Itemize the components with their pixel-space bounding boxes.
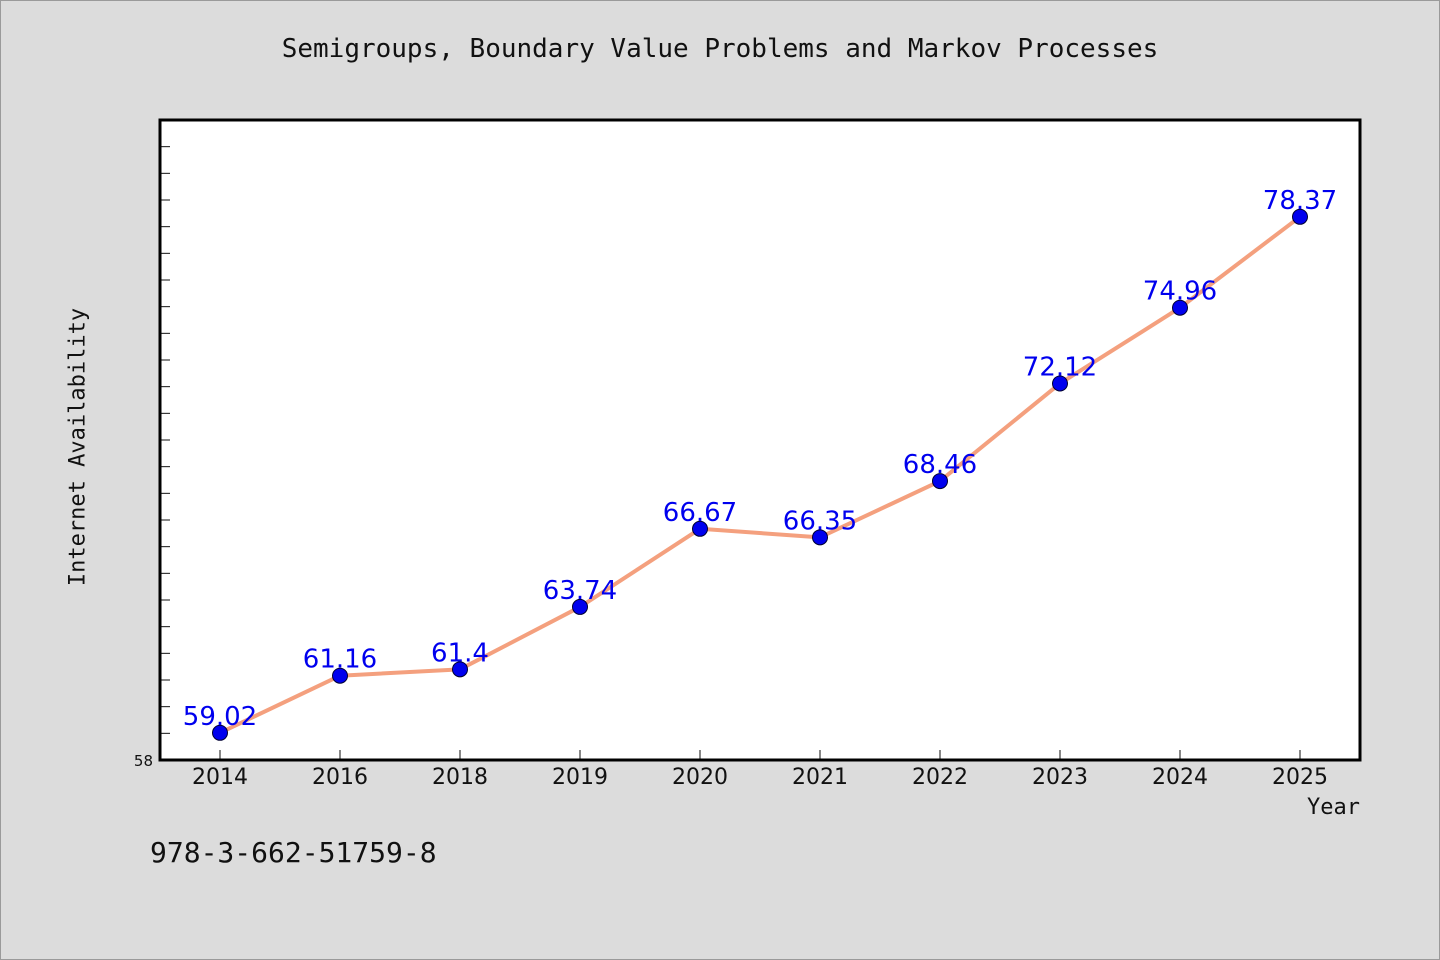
data-label: 61.4 xyxy=(431,638,489,668)
series-line xyxy=(218,214,1302,735)
data-point xyxy=(1052,375,1068,392)
data-point xyxy=(212,724,228,741)
chart-title: Semigroups, Boundary Value Problems and … xyxy=(281,34,1159,64)
data-label: 72.12 xyxy=(1023,352,1097,382)
data-point xyxy=(1292,208,1308,225)
data-point xyxy=(692,520,708,537)
x-tick-label: 2021 xyxy=(792,765,848,790)
data-point xyxy=(332,667,348,684)
x-tick-label: 2018 xyxy=(432,765,488,790)
y-tick-label: 58 xyxy=(134,752,153,770)
data-label: 59.02 xyxy=(183,702,257,732)
x-tick-label: 2016 xyxy=(312,765,368,790)
data-point xyxy=(1172,299,1188,316)
isbn-text: 978-3-662-51759-8 xyxy=(150,836,437,869)
data-label: 66.67 xyxy=(663,498,737,528)
data-label: 66.35 xyxy=(783,506,857,536)
data-point xyxy=(572,598,588,615)
x-tick-label: 2019 xyxy=(552,765,608,790)
data-label: 78.37 xyxy=(1263,186,1337,216)
plot-border xyxy=(158,118,1362,762)
data-label: 61.16 xyxy=(303,645,377,675)
data-label: 74.96 xyxy=(1143,277,1217,307)
x-tick-label: 2023 xyxy=(1032,765,1088,790)
data-point xyxy=(932,473,948,490)
x-tick-label: 2022 xyxy=(912,765,968,790)
x-tick-label: 2020 xyxy=(672,765,728,790)
x-tick-label: 2025 xyxy=(1272,765,1328,790)
data-point xyxy=(452,661,468,678)
x-axis-label: Year xyxy=(1307,795,1360,820)
x-tick-label: 2024 xyxy=(1152,765,1208,790)
plot-area xyxy=(160,120,1360,760)
data-label: 63.74 xyxy=(543,576,617,606)
x-tick-label: 2014 xyxy=(192,765,248,790)
data-point xyxy=(812,529,828,546)
data-label: 68.46 xyxy=(903,450,977,480)
